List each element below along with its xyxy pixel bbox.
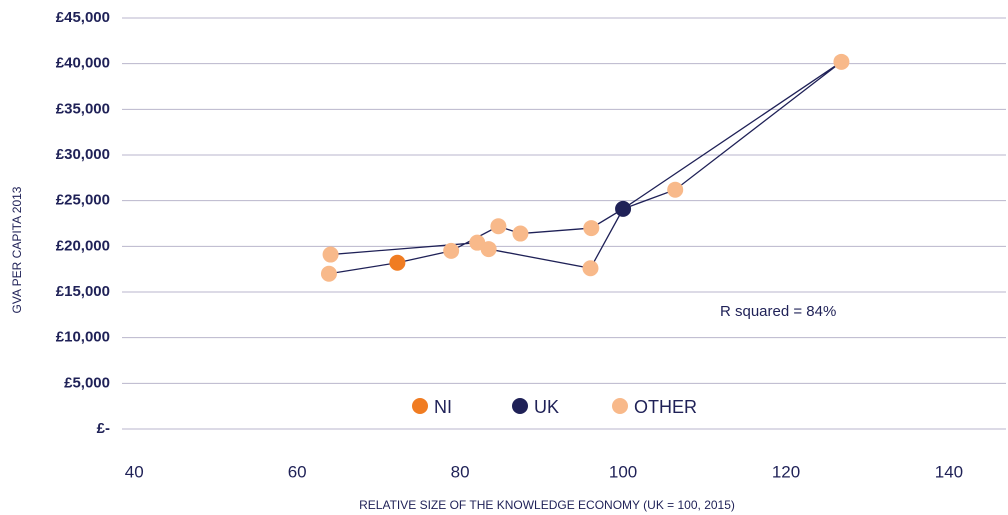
y-tick-label: £15,000 [56,283,110,300]
point [512,225,529,242]
x-tick-label: 140 [935,462,963,481]
y-tick-label: £40,000 [56,55,110,72]
x-tick-label: 80 [451,462,470,481]
y-tick-label: £- [97,420,110,437]
x-tick-label: 40 [125,462,144,481]
y-tick-label: £30,000 [56,146,110,163]
legend-label: NI [434,397,452,417]
y-tick-label: £5,000 [64,374,110,391]
y-tick-label: £45,000 [56,9,110,26]
legend-marker [412,398,428,414]
x-tick-label: 100 [609,462,637,481]
point [490,218,507,235]
point [322,246,339,263]
x-tick-label: 120 [772,462,800,481]
y-axis-label: GVA PER CAPITA 2013 [10,186,24,313]
annotation: R squared = 84% [720,303,836,320]
point [469,234,486,251]
legend-marker [512,398,528,414]
x-tick-label: 60 [288,462,307,481]
point [320,265,337,282]
point [615,200,632,217]
point [583,220,600,237]
point [667,181,684,198]
x-axis-label: RELATIVE SIZE OF THE KNOWLEDGE ECONOMY (… [359,498,735,512]
point [833,53,850,70]
y-tick-label: £25,000 [56,192,110,209]
legend-marker [612,398,628,414]
point [443,242,460,259]
legend-label: UK [534,397,559,417]
connecting-line [328,61,842,275]
point [582,260,599,277]
y-tick-label: £10,000 [56,329,110,346]
legend-label: OTHER [634,397,697,417]
y-tick-label: £35,000 [56,100,110,117]
y-tick-label: £20,000 [56,237,110,254]
point [389,254,406,271]
